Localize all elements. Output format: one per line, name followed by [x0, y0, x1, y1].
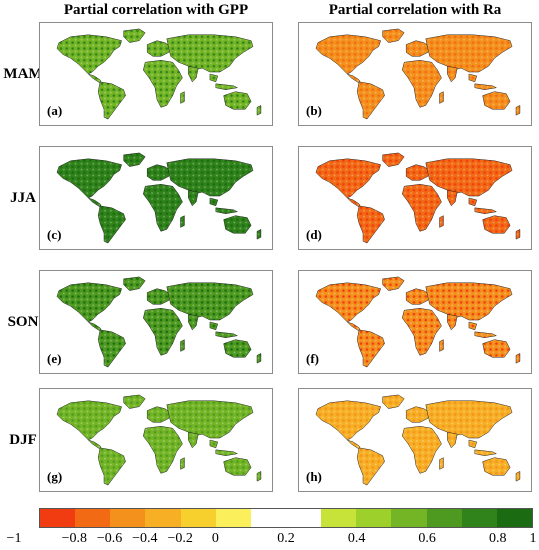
world-map — [299, 389, 531, 491]
colorbar-tick-label: 0 — [211, 531, 219, 546]
panel-label: (f) — [306, 351, 319, 366]
colorbar-cell — [461, 509, 497, 527]
colorbar-tick-label: 0.4 — [347, 531, 366, 546]
world-map — [40, 389, 272, 491]
colorbar-tick-label: 0.2 — [277, 531, 295, 546]
season-label-jja: JJA — [10, 190, 36, 206]
colorbar-tick-label: −0.6 — [96, 531, 123, 546]
colorbar-tick-label: 1 — [529, 531, 537, 546]
title-gpp: Partial correlation with GPP — [63, 2, 249, 18]
map-panel-ra-mam: (b) — [298, 22, 532, 126]
colorbar-cell — [285, 509, 322, 527]
colorbar — [39, 508, 533, 528]
season-label-son: SON — [7, 314, 39, 330]
colorbar-cell — [426, 509, 462, 527]
world-map — [40, 23, 272, 125]
season-label-djf: DJF — [9, 432, 37, 448]
colorbar-cell — [110, 509, 146, 527]
colorbar-cell — [180, 509, 216, 527]
map-panel-gpp-jja: (c) — [39, 146, 273, 250]
colorbar-cell — [391, 509, 427, 527]
title-ra: Partial correlation with Ra — [328, 2, 502, 18]
colorbar-cell — [250, 509, 286, 527]
world-map — [299, 271, 531, 373]
map-panel-ra-son: (f) — [298, 270, 532, 374]
panel-label: (c) — [47, 227, 62, 242]
world-map — [299, 23, 531, 125]
colorbar-cell — [496, 509, 532, 527]
colorbar-tick-label: −0.8 — [61, 531, 87, 546]
colorbar-tick-label: −1 — [6, 531, 22, 546]
world-map — [40, 147, 272, 249]
colorbar-tick-label: 0.8 — [488, 531, 507, 546]
panel-label: (h) — [306, 469, 322, 484]
colorbar-cell — [40, 509, 76, 527]
season-label-mam: MAM — [3, 66, 43, 82]
world-map — [40, 271, 272, 373]
colorbar-cell — [321, 509, 357, 527]
map-panel-ra-djf: (h) — [298, 388, 532, 492]
map-panel-gpp-son: (e) — [39, 270, 273, 374]
panel-label: (e) — [47, 351, 62, 366]
colorbar-cell — [145, 509, 181, 527]
colorbar-tick-label: 0.6 — [418, 531, 436, 546]
map-panel-gpp-mam: (a) — [39, 22, 273, 126]
panel-label: (g) — [47, 469, 63, 484]
colorbar-tick-label: −0.4 — [132, 531, 158, 546]
panel-label: (b) — [306, 103, 322, 118]
panel-label: (d) — [306, 227, 322, 242]
world-map — [299, 147, 531, 249]
panel-label: (a) — [47, 103, 63, 118]
map-panel-ra-jja: (d) — [298, 146, 532, 250]
map-panel-gpp-djf: (g) — [39, 388, 273, 492]
colorbar-cell — [75, 509, 111, 527]
colorbar-cell — [215, 509, 251, 527]
colorbar-tick-label: −0.2 — [167, 531, 193, 546]
colorbar-cell — [356, 509, 392, 527]
